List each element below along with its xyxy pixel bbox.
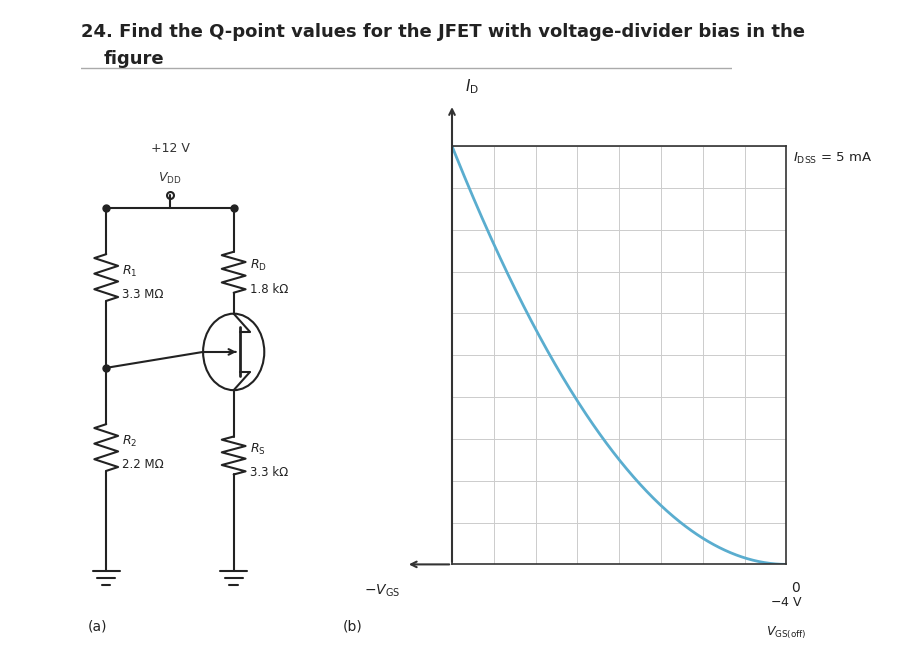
Text: (b): (b) <box>342 620 362 633</box>
Text: $R_{\mathrm{S}}$: $R_{\mathrm{S}}$ <box>249 442 265 457</box>
Text: $-V_{\mathrm{GS}}$: $-V_{\mathrm{GS}}$ <box>364 583 400 599</box>
Text: (a): (a) <box>88 620 107 633</box>
Text: $-4\ \mathrm{V}$: $-4\ \mathrm{V}$ <box>769 596 802 609</box>
Text: +12 V: +12 V <box>150 142 190 155</box>
Text: $R_1$: $R_1$ <box>122 264 137 279</box>
Text: 24. Find the Q-point values for the JFET with voltage-divider bias in the: 24. Find the Q-point values for the JFET… <box>81 23 805 41</box>
Text: 1.8 kΩ: 1.8 kΩ <box>249 283 288 295</box>
Text: $0$: $0$ <box>791 581 800 595</box>
Text: $R_{\mathrm{D}}$: $R_{\mathrm{D}}$ <box>249 258 266 274</box>
Text: 3.3 kΩ: 3.3 kΩ <box>249 466 288 479</box>
Text: figure: figure <box>104 50 164 68</box>
Text: $R_2$: $R_2$ <box>122 434 137 449</box>
Text: $I_{\mathrm{D}}$: $I_{\mathrm{D}}$ <box>464 77 478 96</box>
Text: $V_{\mathrm{DD}}$: $V_{\mathrm{DD}}$ <box>158 171 182 186</box>
Text: 2.2 MΩ: 2.2 MΩ <box>122 458 164 471</box>
Text: $V_{\mathrm{GS(off)}}$: $V_{\mathrm{GS(off)}}$ <box>766 625 805 641</box>
Text: $I_{\mathrm{DSS}}$ = 5 mA: $I_{\mathrm{DSS}}$ = 5 mA <box>792 151 871 166</box>
Text: 3.3 MΩ: 3.3 MΩ <box>122 288 163 301</box>
